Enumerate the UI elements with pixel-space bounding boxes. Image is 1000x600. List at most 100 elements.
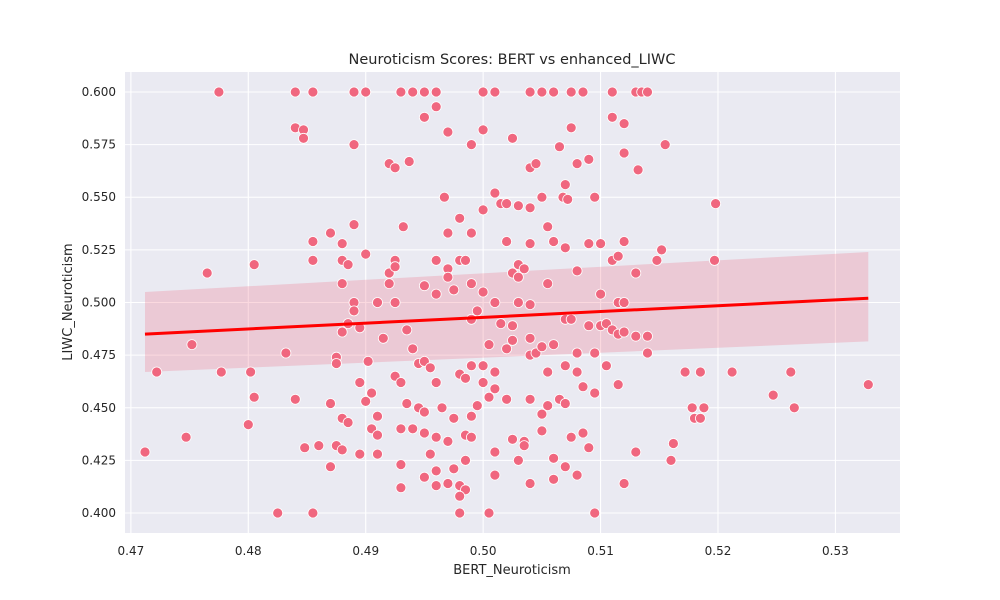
data-point: [430, 101, 442, 113]
data-point: [583, 153, 595, 165]
data-point: [442, 271, 454, 283]
data-point: [489, 187, 501, 199]
data-point: [477, 360, 489, 372]
data-point: [571, 158, 583, 170]
data-point: [454, 212, 466, 224]
data-point: [530, 158, 542, 170]
y-tick-label: 0.450: [82, 401, 116, 415]
data-point: [418, 86, 430, 98]
data-point: [542, 366, 554, 378]
data-point: [536, 86, 548, 98]
data-point: [354, 377, 366, 388]
data-point: [565, 86, 577, 98]
data-point: [489, 469, 501, 481]
x-axis-label: BERT_Neuroticism: [453, 563, 571, 578]
data-point: [630, 330, 642, 342]
y-tick-labels: 0.400 0.425 0.450 0.475 0.500 0.525 0.550 0.575…: [82, 85, 116, 520]
data-point: [507, 334, 518, 346]
x-tick-label: 0.47: [118, 544, 145, 558]
data-point: [215, 366, 227, 378]
data-point: [524, 478, 536, 489]
data-point: [501, 198, 513, 210]
data-point: [507, 433, 518, 445]
data-point: [726, 366, 738, 378]
data-point: [407, 86, 419, 98]
data-point: [601, 360, 612, 372]
data-point: [307, 254, 319, 266]
data-point: [471, 305, 483, 317]
data-point: [430, 480, 442, 492]
data-point: [401, 398, 413, 409]
data-point: [180, 431, 192, 443]
data-point: [342, 417, 354, 428]
data-point: [201, 267, 213, 279]
data-point: [442, 126, 454, 138]
data-point: [642, 86, 653, 98]
data-point: [325, 398, 336, 409]
data-point: [651, 254, 663, 266]
data-point: [507, 132, 518, 144]
regression-line: [144, 296, 869, 336]
data-point: [418, 427, 430, 439]
data-point: [524, 238, 536, 250]
data-point: [595, 288, 606, 300]
data-point: [618, 297, 630, 308]
y-tick-label: 0.550: [82, 190, 116, 204]
data-point: [559, 461, 571, 473]
data-point: [612, 379, 624, 391]
data-point: [336, 278, 348, 290]
data-point: [618, 478, 630, 489]
data-point: [571, 347, 583, 359]
data-point: [307, 507, 319, 519]
data-point: [679, 366, 691, 378]
data-point: [695, 412, 706, 424]
data-point: [336, 238, 348, 250]
data-point: [489, 366, 501, 378]
data-point: [477, 204, 489, 216]
data-point: [785, 366, 797, 378]
data-point: [483, 339, 495, 351]
data-point: [507, 320, 518, 332]
data-point: [548, 86, 559, 98]
data-point: [448, 463, 460, 475]
data-point: [501, 343, 513, 355]
data-point: [213, 86, 225, 98]
data-point: [513, 297, 524, 308]
data-point: [577, 427, 589, 439]
data-point: [299, 442, 311, 454]
confidence-interval: [145, 252, 869, 372]
data-point: [460, 372, 471, 384]
data-point: [248, 391, 260, 403]
data-point: [397, 221, 409, 233]
data-point: [366, 387, 378, 399]
data-point: [389, 162, 401, 174]
data-point: [686, 402, 698, 414]
data-point: [618, 326, 630, 338]
data-point: [442, 478, 454, 489]
data-point: [354, 448, 366, 460]
data-point: [554, 141, 565, 153]
data-point: [536, 425, 548, 437]
data-point: [583, 238, 595, 250]
data-point: [330, 358, 342, 369]
x-tick-label: 0.53: [822, 544, 849, 558]
data-point: [536, 191, 548, 203]
data-point: [618, 147, 630, 159]
data-point: [360, 395, 372, 407]
data-point: [562, 193, 574, 205]
data-point: [565, 313, 577, 325]
data-point: [589, 387, 601, 399]
y-tick-label: 0.425: [82, 453, 116, 467]
data-point: [465, 431, 477, 443]
data-point: [430, 431, 442, 443]
data-point: [289, 393, 301, 405]
data-point: [342, 259, 354, 271]
data-point: [710, 198, 721, 210]
data-point: [383, 278, 395, 290]
data-point: [430, 377, 442, 388]
data-point: [542, 400, 554, 412]
data-point: [151, 366, 163, 378]
data-point: [477, 377, 489, 388]
data-point: [407, 343, 419, 355]
data-point: [360, 248, 372, 260]
